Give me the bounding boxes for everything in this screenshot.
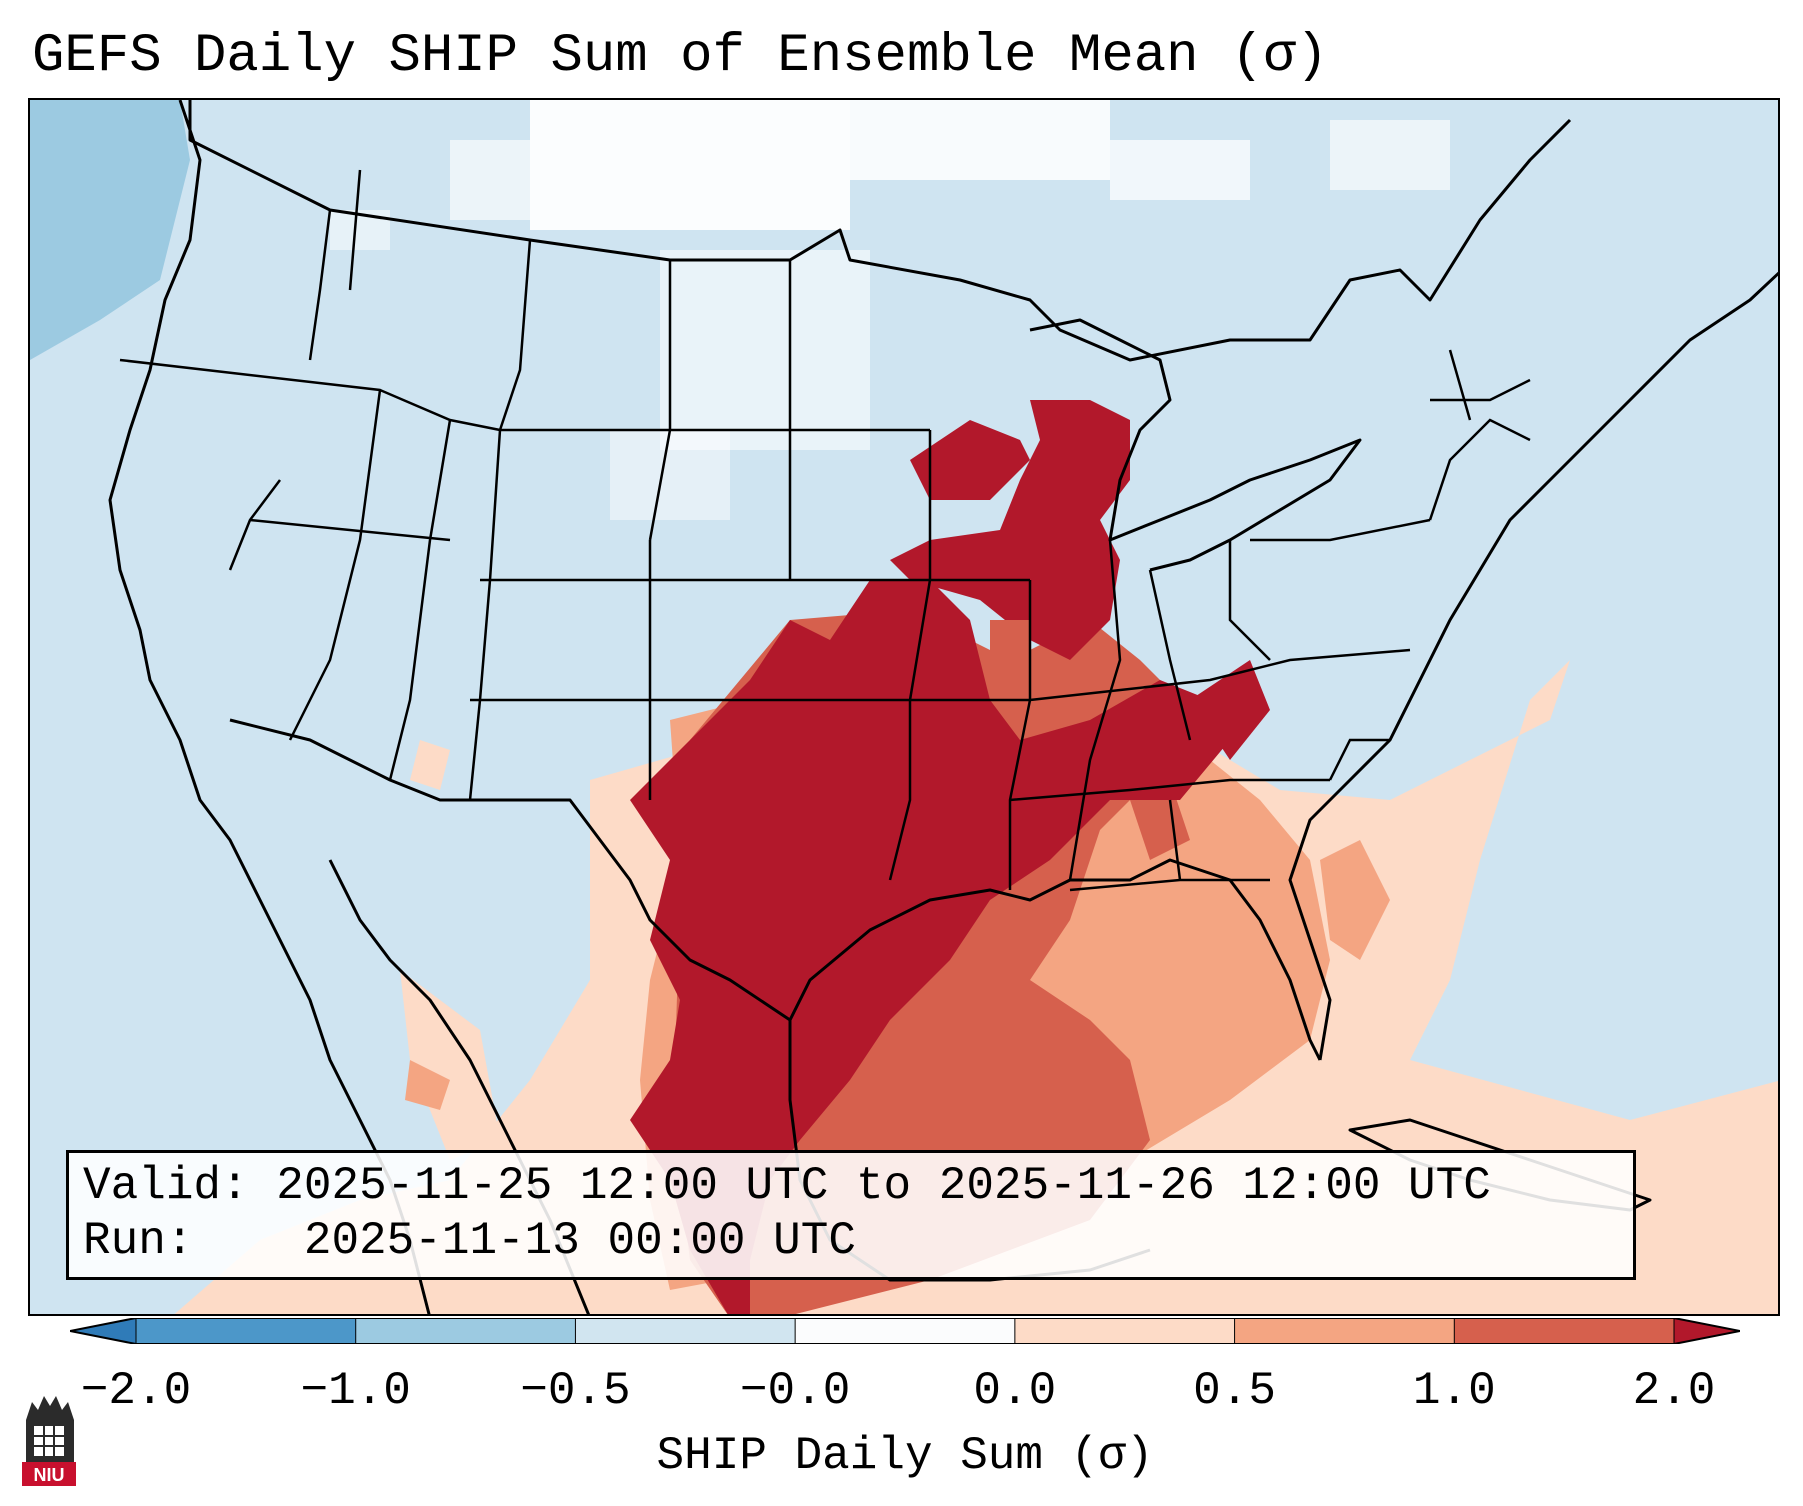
colorbar-segment	[575, 1318, 796, 1344]
colorbar-tick-label: 0.5	[1193, 1365, 1276, 1417]
colorbar-tick-label: −0.0	[739, 1365, 851, 1417]
valid-value: 2025-11-25 12:00 UTC to 2025-11-26 12:00…	[276, 1160, 1491, 1212]
gulf-coast-line	[788, 858, 1322, 1061]
pacific-negative-anomaly	[30, 100, 190, 360]
canada-us-border	[188, 100, 1572, 362]
colorbar-extend-low	[70, 1318, 136, 1344]
colorbar	[70, 1318, 1740, 1344]
colorbar-segment	[136, 1318, 357, 1344]
map-panel	[28, 98, 1780, 1316]
colorbar-tick-label: −2.0	[80, 1365, 192, 1417]
colorbar-segment	[355, 1318, 576, 1344]
colorbar-tick-label: 0.0	[973, 1365, 1057, 1417]
page-title: GEFS Daily SHIP Sum of Ensemble Mean (σ)	[32, 26, 1329, 87]
info-box: Valid: 2025-11-25 12:00 UTC to 2025-11-2…	[66, 1150, 1636, 1280]
colorbar-tick-label: −0.5	[520, 1365, 631, 1417]
colorbar-title: SHIP Daily Sum (σ)	[656, 1430, 1154, 1482]
run-line: Run: 2025-11-13 00:00 UTC	[83, 1214, 1633, 1269]
atlantic-coast-line	[1288, 271, 1778, 1061]
colorbar-tick-label: 2.0	[1632, 1365, 1716, 1417]
colorbar-tick-label: −1.0	[300, 1365, 411, 1417]
colorbar-segment	[795, 1318, 1016, 1344]
run-value: 2025-11-13 00:00 UTC	[303, 1215, 856, 1267]
state-lines	[119, 169, 1531, 892]
colorbar-segment	[1454, 1318, 1675, 1344]
west-coast-line	[108, 100, 431, 1314]
colorbar-segment	[1234, 1318, 1455, 1344]
great-lakes-outline	[1029, 318, 1362, 572]
mexico-us-border	[229, 718, 791, 1022]
colorbar-extend-high	[1674, 1318, 1740, 1344]
map-canvas	[30, 100, 1778, 1314]
svg-text:NIU: NIU	[34, 1465, 65, 1485]
colorbar-tick-label: 1.0	[1412, 1365, 1496, 1417]
valid-label: Valid:	[83, 1160, 249, 1212]
valid-line: Valid: 2025-11-25 12:00 UTC to 2025-11-2…	[83, 1159, 1633, 1214]
white-speckle-region	[330, 100, 1450, 520]
niu-logo: NIU	[22, 1396, 76, 1486]
run-label: Run:	[83, 1215, 194, 1267]
colorbar-segment	[1014, 1318, 1236, 1344]
high-positive-region	[630, 400, 1270, 1314]
